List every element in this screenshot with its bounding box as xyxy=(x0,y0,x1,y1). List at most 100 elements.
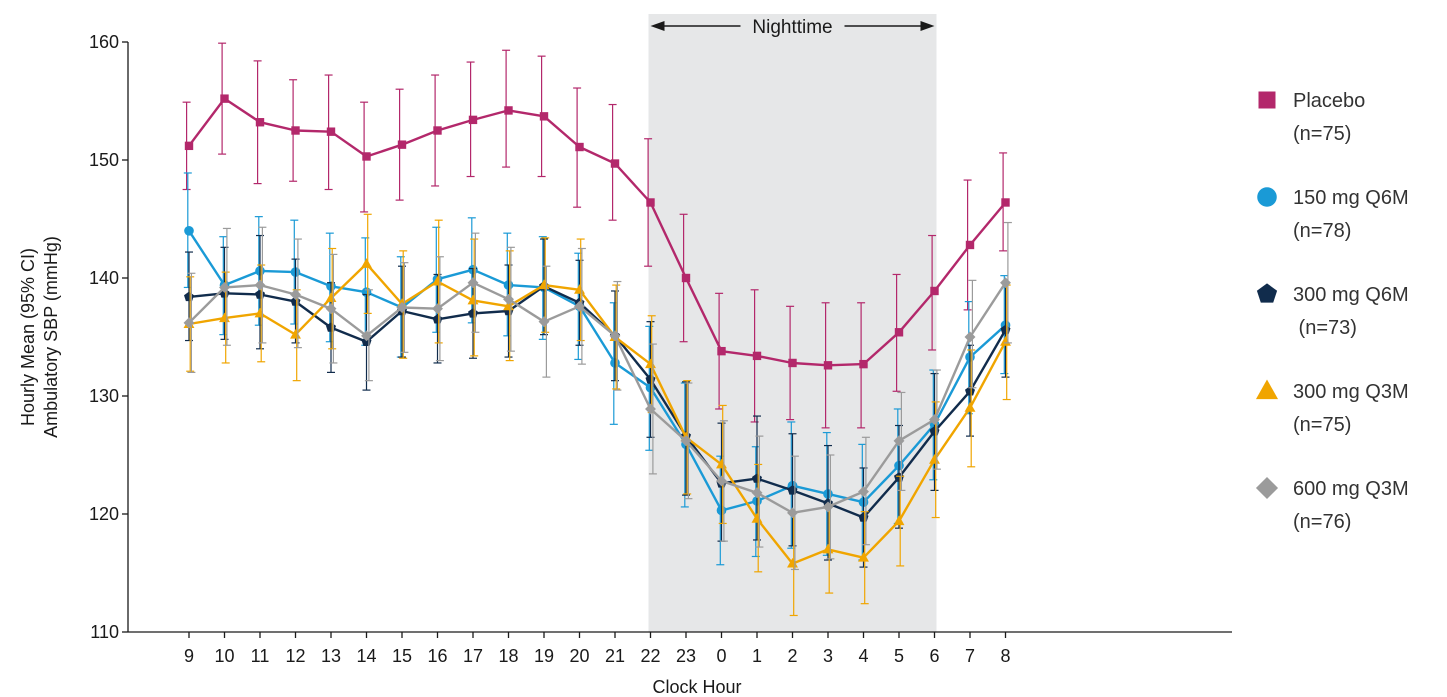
data-point-300-mg-q6m xyxy=(965,386,975,396)
x-tick-label: 13 xyxy=(321,646,341,666)
data-point-600-mg-q3m xyxy=(929,414,940,426)
legend-marker-placebo xyxy=(1258,91,1276,109)
x-tick-label: 10 xyxy=(214,646,234,666)
data-point-600-mg-q3m xyxy=(325,303,337,315)
x-tick-label: 2 xyxy=(787,646,797,666)
data-point-300-mg-q3m xyxy=(361,258,372,268)
legend-label-300-mg-q6m: 300 mg Q6M xyxy=(1293,284,1409,306)
data-point-600-mg-q3m xyxy=(290,289,301,300)
x-tick-label: 22 xyxy=(640,646,660,666)
legend-label-placebo: Placebo xyxy=(1293,90,1365,112)
data-point-placebo xyxy=(610,159,620,168)
data-point-600-mg-q3m xyxy=(574,300,585,312)
x-tick-label: 17 xyxy=(463,646,483,666)
x-tick-label: 0 xyxy=(716,646,726,666)
x-tick-label: 3 xyxy=(823,646,833,666)
legend-n-300-mg-q6m: (n=73) xyxy=(1293,317,1357,339)
data-point-600-mg-q3m xyxy=(503,293,514,305)
data-point-600-mg-q3m xyxy=(964,331,976,343)
series-line-300-mg-q6m xyxy=(188,285,1007,519)
y-tick-label: 160 xyxy=(89,32,119,52)
data-point-placebo xyxy=(291,126,300,135)
x-tick-label: 14 xyxy=(356,646,376,666)
legend-n-600-mg-q3m: (n=76) xyxy=(1293,511,1351,533)
x-tick-label: 16 xyxy=(427,646,447,666)
x-tick-label: 1 xyxy=(752,646,762,666)
legend-marker-150-mg-q6m xyxy=(1257,187,1277,207)
data-point-placebo xyxy=(362,152,371,161)
data-point-600-mg-q3m xyxy=(538,316,550,328)
data-point-600-mg-q3m xyxy=(361,330,372,342)
data-point-300-mg-q6m xyxy=(468,308,478,318)
nighttime-label: Nighttime xyxy=(752,17,832,38)
series-600-mg-q3m xyxy=(183,221,1012,571)
x-tick-label: 8 xyxy=(1000,646,1010,666)
series-line-150-mg-q6m xyxy=(187,230,1007,512)
data-point-600-mg-q3m xyxy=(609,330,621,342)
data-point-placebo xyxy=(255,118,265,127)
data-point-600-mg-q3m xyxy=(183,317,195,329)
y-tick-label: 140 xyxy=(89,268,119,288)
data-point-600-mg-q3m xyxy=(822,501,834,513)
data-point-600-mg-q3m xyxy=(219,281,230,293)
legend-marker-600-mg-q3m xyxy=(1255,476,1279,500)
series-line-300-mg-q3m xyxy=(188,262,1007,565)
y-tick-label: 120 xyxy=(89,504,119,524)
data-point-placebo xyxy=(930,286,939,296)
data-point-300-mg-q3m xyxy=(254,307,266,318)
data-point-placebo xyxy=(468,115,478,125)
data-point-300-mg-q3m xyxy=(964,402,976,412)
legend-label-150-mg-q6m: 150 mg Q6M xyxy=(1293,187,1409,209)
data-point-600-mg-q3m xyxy=(716,475,727,487)
x-tick-label: 9 xyxy=(184,646,194,666)
x-tick-label: 5 xyxy=(894,646,904,666)
x-tick-label: 20 xyxy=(569,646,589,666)
legend-label-300-mg-q3m: 300 mg Q3M xyxy=(1293,381,1409,403)
data-point-600-mg-q3m xyxy=(254,279,266,291)
data-point-placebo xyxy=(184,141,194,151)
y-tick-label: 150 xyxy=(89,150,119,170)
y-axis-title-line-2: Ambulatory SBP (mmHg) xyxy=(41,236,61,438)
x-tick-label: 23 xyxy=(676,646,696,666)
legend-marker-300-mg-q6m xyxy=(1256,283,1278,303)
data-point-placebo xyxy=(575,142,584,152)
data-point-300-mg-q3m xyxy=(893,515,905,526)
legend-marker-300-mg-q3m xyxy=(1255,379,1279,400)
x-tick-label: 21 xyxy=(605,646,625,666)
data-point-placebo xyxy=(894,328,904,337)
nighttime-arrow-right-head xyxy=(920,21,935,31)
data-point-placebo xyxy=(220,94,229,103)
data-point-placebo xyxy=(539,112,549,121)
nighttime-arrow-left-head xyxy=(650,21,665,31)
data-point-600-mg-q3m xyxy=(432,303,443,315)
data-point-placebo xyxy=(965,240,975,250)
legend-n-placebo: (n=75) xyxy=(1293,123,1351,145)
x-tick-label: 19 xyxy=(534,646,554,666)
data-point-placebo xyxy=(823,361,833,370)
data-point-600-mg-q3m xyxy=(645,403,656,415)
data-point-placebo xyxy=(326,127,336,136)
legend-label-600-mg-q3m: 600 mg Q3M xyxy=(1293,478,1409,500)
y-tick-label: 110 xyxy=(90,622,119,642)
x-tick-label: 4 xyxy=(858,646,868,666)
data-point-600-mg-q3m xyxy=(893,435,905,447)
data-point-600-mg-q3m xyxy=(1000,277,1011,289)
x-tick-label: 7 xyxy=(965,646,975,666)
data-point-600-mg-q3m xyxy=(787,507,798,519)
y-axis-title-line-1: Hourly Mean (95% CI) xyxy=(18,248,38,426)
data-point-300-mg-q6m xyxy=(184,291,194,302)
y-tick-label: 130 xyxy=(89,386,119,406)
x-tick-label: 11 xyxy=(251,646,270,666)
series-line-placebo xyxy=(188,97,1007,367)
data-point-placebo xyxy=(433,126,442,135)
data-point-600-mg-q3m xyxy=(467,277,479,289)
data-point-600-mg-q3m xyxy=(396,302,408,313)
data-point-placebo xyxy=(788,358,797,368)
legend-n-150-mg-q6m: (n=78) xyxy=(1293,220,1351,242)
x-tick-label: 18 xyxy=(498,646,518,666)
data-point-placebo xyxy=(717,346,726,356)
legend-n-300-mg-q3m: (n=75) xyxy=(1293,414,1351,436)
data-point-300-mg-q3m xyxy=(858,551,869,562)
